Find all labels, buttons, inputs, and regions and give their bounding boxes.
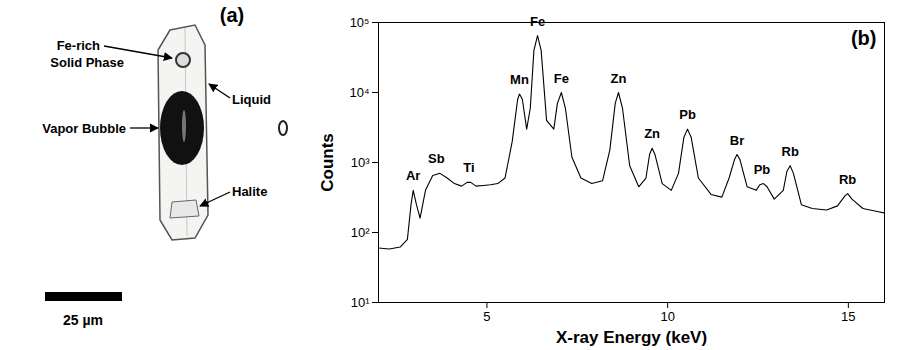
svg-text:Zn: Zn	[644, 126, 660, 141]
svg-text:10⁵: 10⁵	[350, 15, 370, 30]
svg-text:25 µm: 25 µm	[63, 312, 103, 328]
svg-text:10¹: 10¹	[351, 295, 370, 310]
svg-text:5: 5	[483, 309, 490, 324]
svg-text:Pb: Pb	[754, 162, 771, 177]
svg-text:Ar: Ar	[406, 168, 420, 183]
svg-text:Fe: Fe	[554, 71, 569, 86]
svg-text:Ti: Ti	[463, 160, 474, 175]
svg-text:X-ray Energy (keV): X-ray Energy (keV)	[556, 328, 707, 347]
svg-text:Halite: Halite	[232, 184, 267, 199]
svg-text:10³: 10³	[351, 155, 370, 170]
svg-text:Rb: Rb	[781, 144, 798, 159]
svg-text:15: 15	[841, 309, 855, 324]
svg-text:Rb: Rb	[839, 172, 856, 187]
svg-text:Counts: Counts	[318, 133, 337, 192]
svg-text:Fe: Fe	[530, 14, 545, 29]
svg-text:(b): (b)	[851, 27, 877, 49]
svg-text:Fe-rich: Fe-rich	[57, 38, 100, 53]
svg-text:Pb: Pb	[679, 107, 696, 122]
svg-text:10⁴: 10⁴	[349, 85, 369, 100]
svg-text:10²: 10²	[351, 225, 370, 240]
svg-text:Zn: Zn	[611, 71, 627, 86]
svg-text:Mn: Mn	[510, 72, 529, 87]
svg-text:10: 10	[660, 309, 674, 324]
svg-text:(a): (a)	[220, 4, 244, 26]
svg-text:Liquid: Liquid	[232, 92, 271, 107]
svg-text:Br: Br	[730, 133, 744, 148]
svg-text:Vapor Bubble: Vapor Bubble	[42, 121, 126, 136]
svg-text:Sb: Sb	[428, 151, 445, 166]
svg-text:Solid Phase: Solid Phase	[50, 55, 124, 70]
